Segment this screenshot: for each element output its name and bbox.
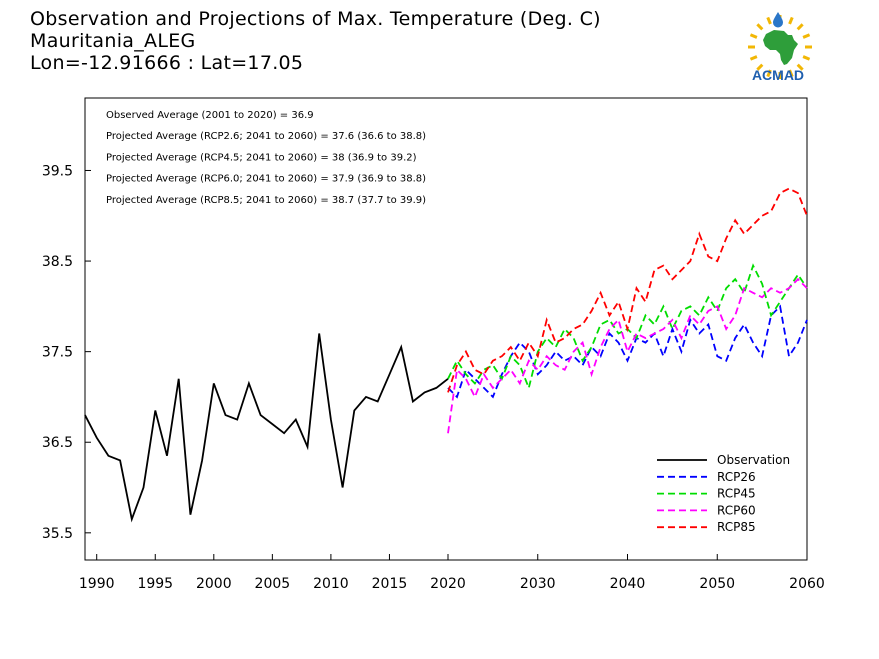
x-tick-label: 2010 <box>313 576 349 592</box>
x-tick-label: 2050 <box>699 576 735 592</box>
x-tick-label: 2020 <box>430 576 466 592</box>
series-line-rcp85 <box>447 187 808 393</box>
logo-text: ACMAD <box>752 67 804 83</box>
y-tick-label: 38.5 <box>42 254 73 270</box>
series-line-observation <box>84 333 449 523</box>
x-tick-label: 2030 <box>520 576 556 592</box>
logo-ray <box>788 16 794 25</box>
annotation-box: Observed Average (2001 to 2020) = 36.9 Pr… <box>106 110 426 206</box>
logo-ray <box>796 23 804 31</box>
y-axis: 35.5 36.5 37.5 38.5 39.5 <box>42 163 91 542</box>
y-tick-label: 37.5 <box>42 345 73 361</box>
series-line-rcp60 <box>447 277 808 434</box>
station-coordinates: Lon=-12.91666 : Lat=17.05 <box>30 52 304 74</box>
y-tick-label: 39.5 <box>42 163 73 179</box>
x-tick-label: 2040 <box>610 576 646 592</box>
logo-ray <box>796 63 804 71</box>
series-lines <box>84 187 808 523</box>
x-tick-label: 2060 <box>789 576 825 592</box>
x-tick-label: 2015 <box>372 576 408 592</box>
logo-ray <box>766 16 772 25</box>
logo-ray <box>749 55 758 61</box>
station-name: Mauritania_ALEG <box>30 30 196 52</box>
x-tick-label: 2005 <box>255 576 291 592</box>
y-tick-label: 36.5 <box>42 435 73 451</box>
x-tick-label: 1990 <box>79 576 115 592</box>
annotation-line: Projected Average (RCP6.0; 2041 to 2060)… <box>106 174 426 185</box>
annotation-line: Projected Average (RCP8.5; 2041 to 2060)… <box>106 195 426 206</box>
legend-label: Observation <box>717 453 790 467</box>
legend-label: RCP26 <box>717 470 756 484</box>
africa-map-icon <box>763 30 798 65</box>
x-tick-label: 2000 <box>196 576 232 592</box>
annotation-line: Projected Average (RCP2.6; 2041 to 2060)… <box>106 131 426 142</box>
acmad-logo: ACMAD <box>748 12 812 83</box>
plot-frame <box>84 97 808 561</box>
legend-label: RCP85 <box>717 520 756 534</box>
annotation-line: Observed Average (2001 to 2020) = 36.9 <box>106 110 314 121</box>
logo-ray <box>756 23 764 31</box>
logo-drop-icon <box>773 12 783 28</box>
x-axis: 1990 1995 2000 2005 2010 2015 2020 2030 2040 2050… <box>79 554 825 592</box>
legend-label: RCP60 <box>717 503 756 517</box>
series-line-rcp26 <box>447 304 808 399</box>
annotation-line: Projected Average (RCP4.5; 2041 to 2060)… <box>106 152 417 163</box>
logo-ray <box>756 63 764 71</box>
x-tick-label: 1995 <box>137 576 173 592</box>
legend-label: RCP45 <box>717 487 756 501</box>
chart-title-block: Observation and Projections of Max. Temp… <box>30 8 601 74</box>
legend: Observation RCP26 RCP45 RCP60 RCP85 <box>657 453 790 534</box>
logo-ray <box>766 69 772 78</box>
y-tick-label: 35.5 <box>42 526 73 542</box>
chart-title: Observation and Projections of Max. Temp… <box>30 8 601 30</box>
logo-ray <box>749 33 758 39</box>
logo-ray <box>802 55 811 61</box>
logo-ray <box>802 33 811 39</box>
logo-ray <box>788 69 794 78</box>
